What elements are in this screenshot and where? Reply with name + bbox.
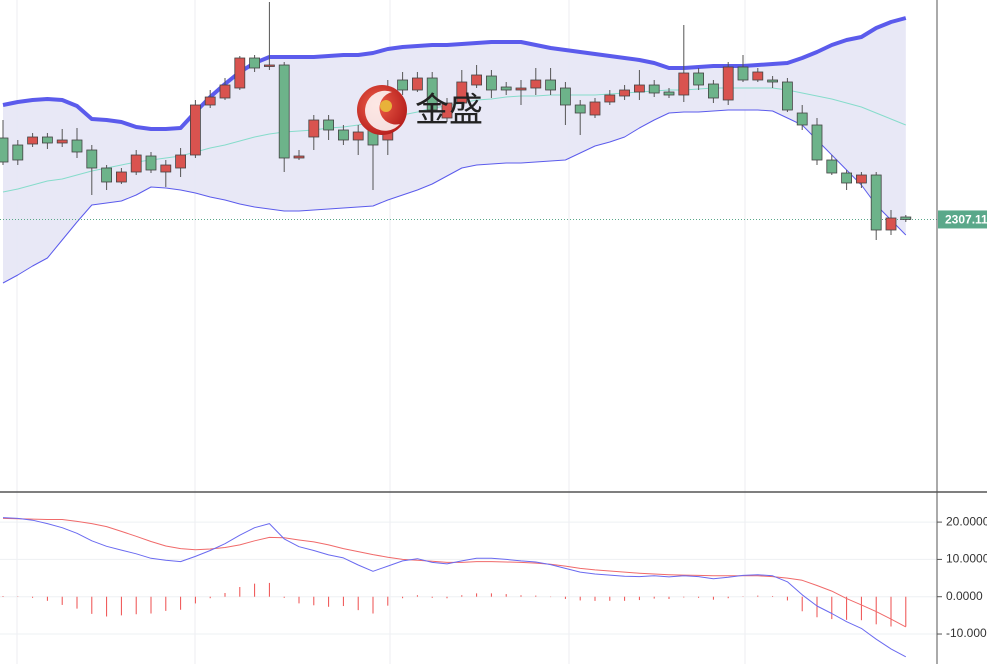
candle-body [263, 64, 275, 67]
y-tick-label: -10.0000 [946, 626, 987, 640]
candle-body [545, 79, 556, 91]
candle-body [27, 136, 39, 145]
candle-body [189, 104, 201, 156]
candle-body [856, 174, 867, 184]
watermark-text: 金盛 [415, 91, 483, 131]
candle-body [708, 83, 719, 99]
candle-body [42, 136, 53, 144]
candle-body [219, 84, 231, 99]
candle-body [767, 79, 778, 83]
candle-body [411, 77, 423, 91]
candle-body [278, 64, 290, 159]
candle-body [337, 129, 349, 141]
candle-body [634, 84, 645, 93]
dea-line [2, 517, 907, 628]
candle-body [678, 72, 690, 96]
candle-body [663, 91, 675, 96]
candle-body [515, 87, 527, 91]
candle-body [737, 66, 749, 81]
candle-body [870, 174, 882, 231]
candle-body [71, 139, 83, 153]
candle-body [12, 144, 24, 161]
candle-body [249, 57, 261, 69]
candle-body [0, 137, 9, 163]
candle-body [811, 124, 823, 161]
logo-dot [380, 100, 392, 112]
candle-body [485, 75, 497, 91]
watermark: 金盛 [357, 85, 483, 135]
candle-body [397, 79, 409, 91]
logo-crescent [365, 90, 400, 131]
candle-body [604, 94, 616, 103]
price-pane: 2307.11 [0, 2, 987, 284]
candle-body [56, 139, 68, 144]
candle-body [160, 164, 172, 173]
candle-body [752, 71, 764, 81]
y-tick-label: 10.0000 [946, 552, 987, 566]
candle-body [456, 81, 468, 104]
band-fill [3, 18, 906, 283]
candle-body [441, 102, 453, 119]
candle-body [574, 104, 586, 114]
y-tick-label: 20.0000 [946, 514, 987, 528]
candle-body [885, 217, 897, 231]
candle-body [352, 131, 364, 141]
candle-body [722, 66, 734, 101]
candle-body [782, 81, 793, 111]
macd-pane: 20.0000 10.0000 0.0000 -10.0000 [0, 514, 987, 658]
candle-body [234, 57, 246, 89]
candle-body [589, 101, 601, 116]
candle-body [500, 86, 512, 91]
candle-body [841, 172, 852, 184]
candle-body [471, 74, 483, 86]
candle-body [796, 112, 808, 126]
candle-body [308, 119, 320, 138]
candle-body [130, 154, 142, 173]
dif-line [2, 517, 907, 658]
candle-body [323, 119, 335, 131]
candle-body [86, 149, 98, 169]
candle-body [900, 216, 912, 220]
candle-body [826, 159, 838, 174]
y-tick-label: 0.0000 [946, 589, 983, 603]
upper-band [2, 16, 907, 131]
last-price-box [938, 210, 987, 229]
candle-body [204, 96, 216, 106]
candle-body [426, 77, 438, 111]
last-price-label: 2307.11 [945, 213, 987, 227]
candle-body [145, 155, 157, 171]
candle-body [175, 154, 187, 169]
candle-body [560, 87, 571, 106]
candle-body [293, 155, 305, 159]
candle-body [619, 89, 630, 97]
lower-band [2, 109, 907, 284]
candle-body [116, 171, 127, 183]
candle-body [693, 72, 704, 86]
candle-body [648, 84, 660, 94]
candle-body [101, 167, 112, 183]
candle-body [530, 79, 542, 89]
